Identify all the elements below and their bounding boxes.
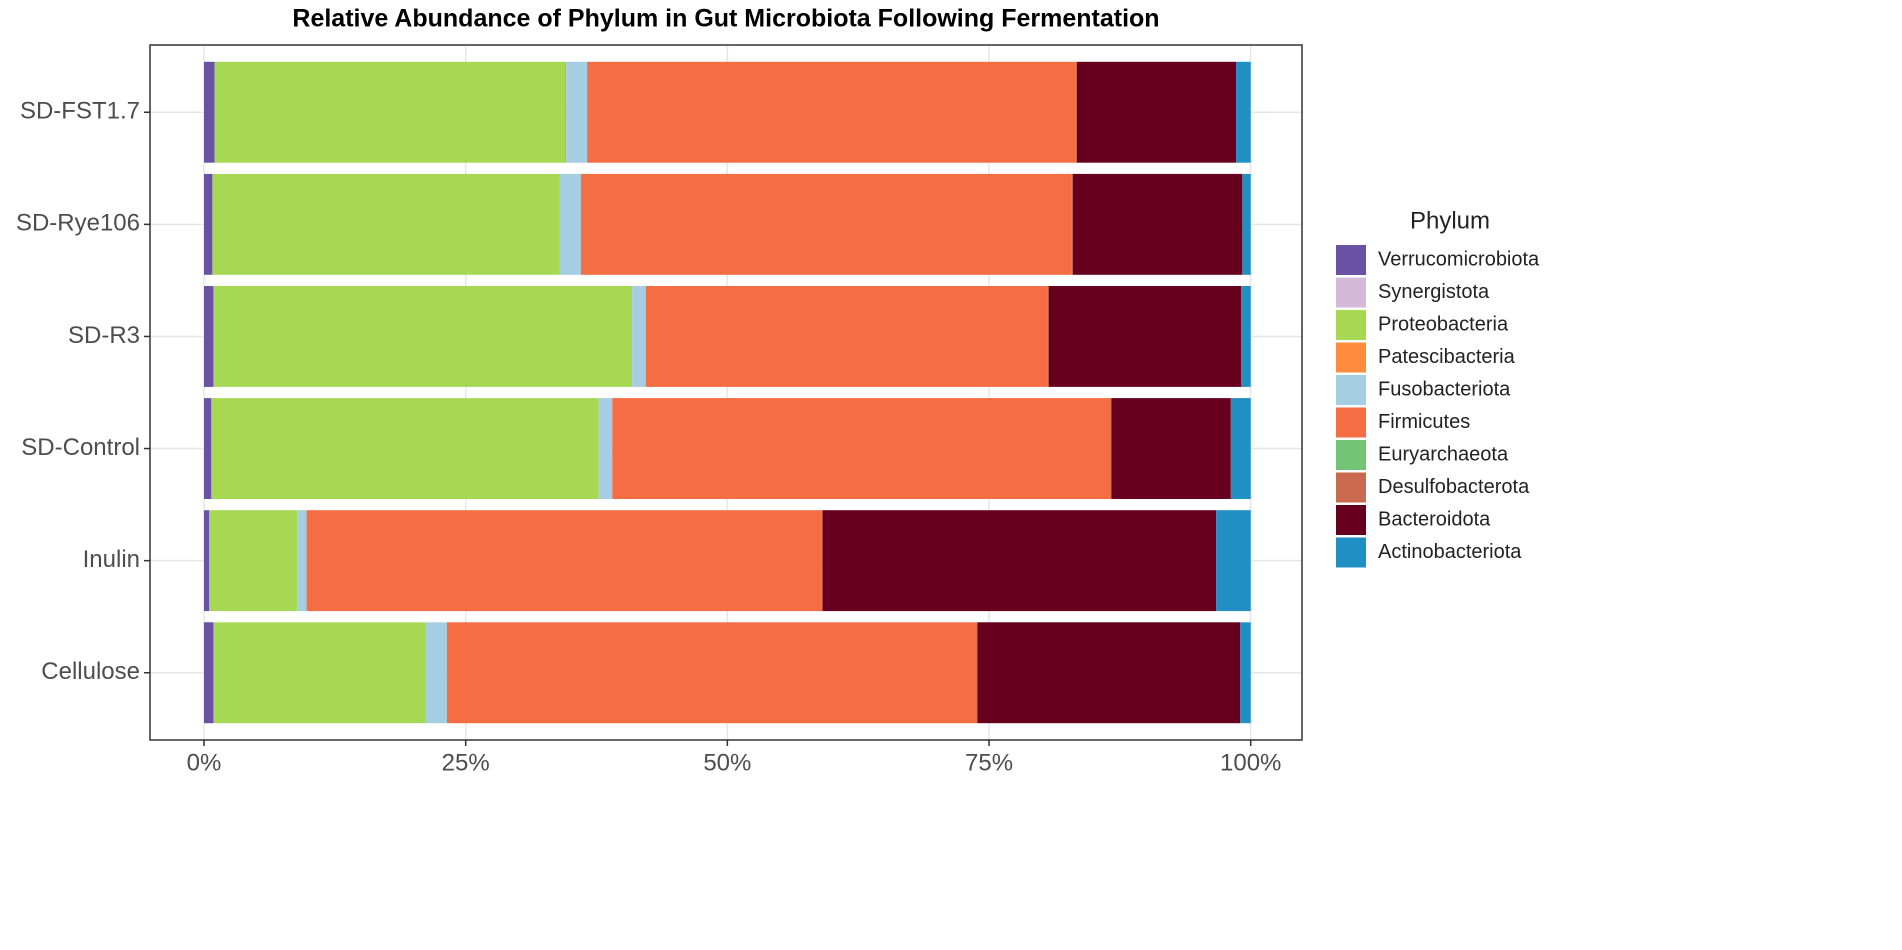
legend-label: Patescibacteria xyxy=(1378,346,1516,368)
x-tick-label: 100% xyxy=(1220,749,1281,776)
legend-key xyxy=(1336,310,1366,340)
bar-segment xyxy=(211,398,599,499)
legend-key xyxy=(1336,245,1366,275)
chart-title: Relative Abundance of Phylum in Gut Micr… xyxy=(292,5,1159,33)
bar-segment xyxy=(580,173,1072,275)
legend-title: Phylum xyxy=(1410,207,1490,234)
bar-segment xyxy=(977,622,1241,724)
y-tick-label: SD-Control xyxy=(21,434,140,461)
y-tick-label: SD-FST1.7 xyxy=(20,98,140,125)
bar-segment xyxy=(632,286,646,387)
bar-segment xyxy=(1240,622,1251,724)
legend-label: Desulfobacterota xyxy=(1378,476,1530,498)
bar-segment xyxy=(1047,286,1049,387)
bar-segment xyxy=(645,286,1048,387)
legend-key xyxy=(1336,440,1366,470)
bar-segment xyxy=(214,61,566,163)
legend-key xyxy=(1336,342,1366,373)
y-tick-label: SD-Rye106 xyxy=(16,210,140,237)
x-tick-label: 50% xyxy=(703,749,751,776)
bar-segment xyxy=(425,622,447,724)
bar-segment xyxy=(612,398,1111,499)
y-tick-label: SD-R3 xyxy=(68,322,140,349)
bar-segment xyxy=(976,622,978,724)
legend-label: Verrucomicrobiota xyxy=(1378,248,1540,270)
bar-segment xyxy=(204,510,210,612)
bar-segment xyxy=(213,286,633,387)
bar-segment xyxy=(559,173,581,275)
legend-label: Firmicutes xyxy=(1378,411,1470,433)
bar-segment xyxy=(822,510,1217,612)
y-tick-label: Cellulose xyxy=(41,658,140,685)
bar-segment xyxy=(209,510,298,612)
bar-segment xyxy=(212,173,560,275)
legend-key xyxy=(1336,407,1366,438)
bar-segment xyxy=(1110,398,1112,499)
bar-segment xyxy=(821,510,823,612)
legend-key xyxy=(1336,277,1366,308)
bar-segment xyxy=(587,61,1076,163)
bar-segment xyxy=(1241,286,1251,387)
bar-segment xyxy=(1071,173,1073,275)
bar-segment xyxy=(565,61,567,163)
bar-segment xyxy=(297,510,307,612)
legend-key xyxy=(1336,375,1366,405)
bar-segment xyxy=(1048,286,1242,387)
legend-key xyxy=(1336,537,1366,568)
bar-segment xyxy=(1075,61,1077,163)
y-tick-label: Inulin xyxy=(83,546,140,573)
bar-segment xyxy=(446,622,977,724)
bar-segment xyxy=(213,622,426,724)
bar-segment xyxy=(204,622,214,724)
bar-segment xyxy=(306,510,822,612)
bar-segment xyxy=(204,286,214,387)
bar-segment xyxy=(204,398,212,499)
bar-segment xyxy=(1111,398,1231,499)
bar-segment xyxy=(598,398,613,499)
legend-label: Fusobacteriota xyxy=(1378,378,1511,400)
bar-segment xyxy=(204,173,213,275)
x-tick-label: 75% xyxy=(965,749,1013,776)
legend-key xyxy=(1336,505,1366,535)
bar-segment xyxy=(1236,61,1251,163)
legend-label: Actinobacteriota xyxy=(1378,541,1522,563)
plot-border xyxy=(149,44,1303,741)
x-tick-label: 25% xyxy=(442,749,490,776)
bar-segment xyxy=(1216,510,1251,612)
legend-label: Proteobacteria xyxy=(1378,313,1509,335)
legend-key xyxy=(1336,472,1366,503)
bar-segment xyxy=(204,61,215,163)
legend-label: Synergistota xyxy=(1378,281,1490,303)
legend-label: Euryarchaeota xyxy=(1378,443,1509,465)
bar-segment xyxy=(1072,173,1243,275)
bar-segment xyxy=(566,61,588,163)
legend-label: Bacteroidota xyxy=(1378,508,1491,530)
bar-segment xyxy=(1242,173,1251,275)
bar-segment xyxy=(1230,398,1251,499)
x-tick-label: 0% xyxy=(187,749,222,776)
bar-segment xyxy=(1076,61,1237,163)
